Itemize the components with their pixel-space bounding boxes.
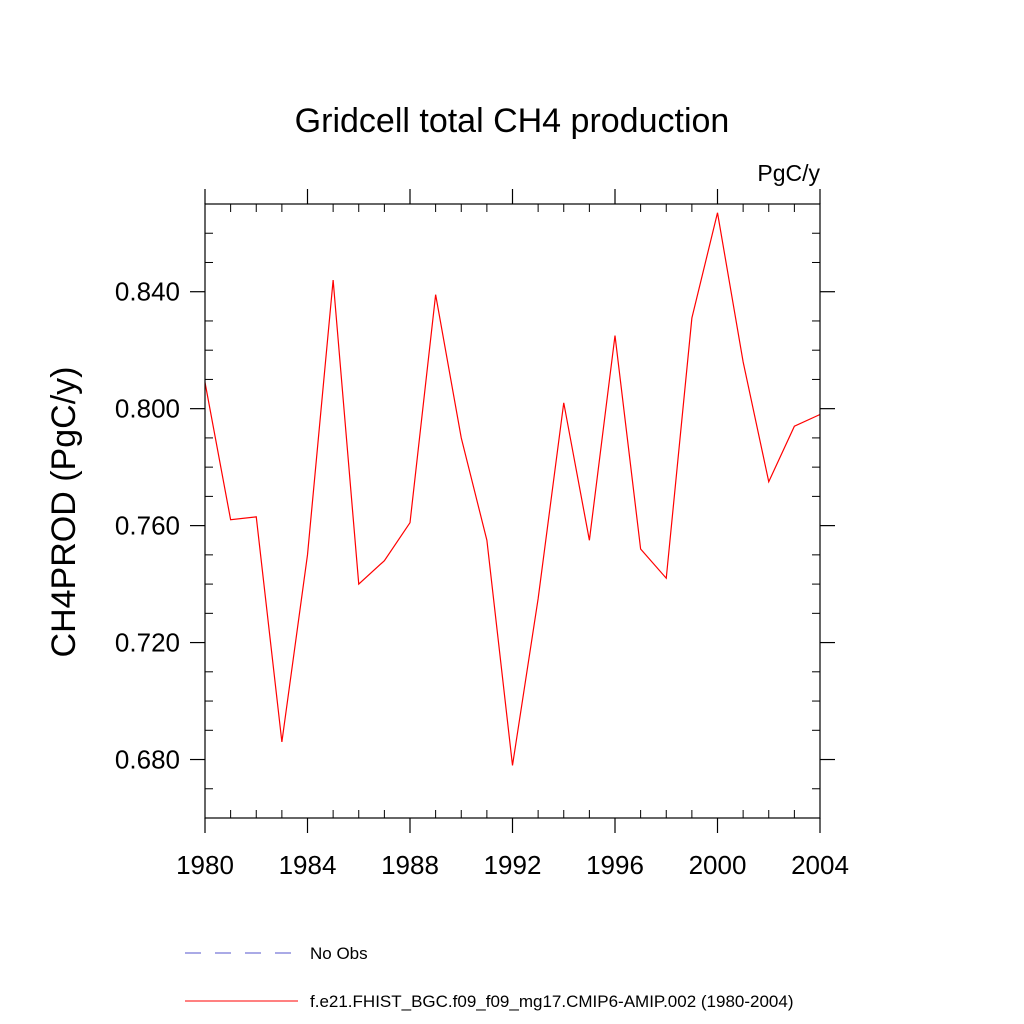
y-tick-label: 0.720: [115, 628, 180, 658]
y-tick-labels: 0.680 0.720 0.760 0.800 0.840: [115, 277, 180, 775]
legend-label-model-run: f.e21.FHIST_BGC.f09_f09_mg17.CMIP6-AMIP.…: [310, 992, 794, 1011]
x-tick-label: 2004: [791, 850, 849, 880]
axis-ticks: [190, 189, 835, 833]
series-layer: [204, 212, 821, 766]
x-tick-label: 1984: [279, 850, 337, 880]
y-tick-label: 0.760: [115, 511, 180, 541]
x-tick-label: 1996: [586, 850, 644, 880]
legend: No Obs f.e21.FHIST_BGC.f09_f09_mg17.CMIP…: [185, 944, 794, 1011]
legend-label-no-obs: No Obs: [310, 944, 368, 963]
series-line: [204, 212, 821, 766]
units-label: PgC/y: [757, 160, 820, 186]
y-axis-label: CH4PROD (PgC/y): [45, 367, 83, 658]
x-tick-label: 1992: [484, 850, 542, 880]
y-tick-label: 0.840: [115, 277, 180, 307]
chart-title: Gridcell total CH4 production: [295, 102, 730, 140]
x-tick-label: 2000: [689, 850, 747, 880]
x-tick-label: 1988: [381, 850, 439, 880]
y-tick-label: 0.680: [115, 745, 180, 775]
x-tick-labels: 1980 1984 1988 1992 1996 2000 2004: [176, 850, 849, 880]
plot-frame: [204, 203, 821, 819]
y-tick-label: 0.800: [115, 394, 180, 424]
x-tick-label: 1980: [176, 850, 234, 880]
